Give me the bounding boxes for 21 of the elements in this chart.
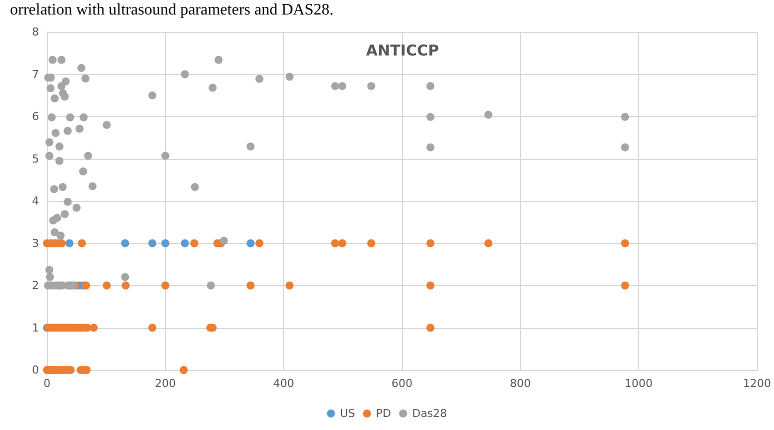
x-tick-label: 600 [392,377,412,390]
x-tick-label: 0 [44,377,50,390]
y-tick-label: 8 [32,26,39,38]
y-tick-label: 4 [32,194,39,208]
y-tick-label: 0 [32,364,39,376]
y-tick-label: 1 [32,321,39,334]
text: orrelation with ultrasound parameters and DAS28. [10,2,334,18]
legend-label: PD [376,407,392,420]
x-tick-label: 800 [510,377,531,390]
x-tick-label: 400 [273,377,294,390]
text: ANTICCP [366,42,439,60]
y-tick-label: 5 [32,152,39,166]
legend-label: US [340,407,356,420]
y-tick-label: 6 [32,110,39,123]
x-tick-label: 200 [154,377,176,390]
y-tick-label: 7 [32,68,39,81]
legend-label: Das28 [412,407,448,420]
x-tick-label: 1000 [624,377,653,390]
x-tick-label: 1200 [743,377,772,390]
y-tick-label: 2 [32,279,39,292]
y-tick-label: 3 [32,236,39,250]
